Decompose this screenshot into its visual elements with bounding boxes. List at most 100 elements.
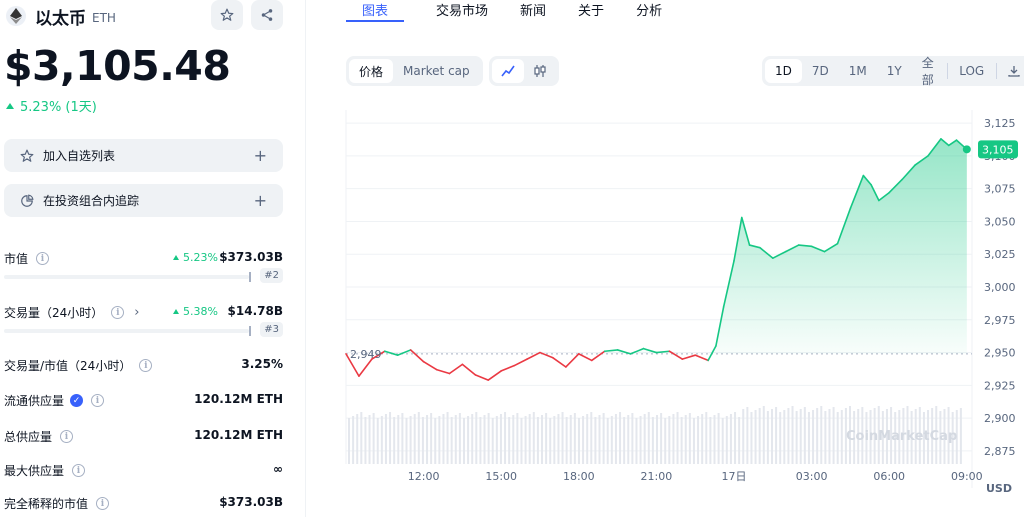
volume-bar bbox=[512, 415, 515, 464]
price-line-segment bbox=[422, 360, 438, 371]
ethereum-icon bbox=[6, 6, 26, 26]
price-chart-svg: CoinMarketCap 2,875 2,900 2,925 2,950 2,975 3… bbox=[345, 110, 1018, 495]
range-1m[interactable]: 1M bbox=[848, 64, 867, 78]
chevron-right-icon[interactable]: › bbox=[134, 305, 140, 320]
watchlist-star-button[interactable] bbox=[211, 0, 243, 30]
volume-bar bbox=[467, 416, 470, 464]
volume-bar bbox=[598, 415, 601, 464]
volume-bar bbox=[446, 412, 449, 464]
pie-chart-icon bbox=[21, 194, 34, 207]
price-line-segment bbox=[539, 351, 554, 359]
info-icon[interactable]: i bbox=[139, 359, 153, 372]
volume-bar bbox=[844, 408, 847, 464]
stat-volume: 交易量（24小时） i › 5.38% $14.78B #3 bbox=[4, 304, 283, 338]
volume-bar bbox=[421, 417, 424, 464]
volume-bar bbox=[791, 406, 794, 464]
price-chart[interactable]: CoinMarketCap 2,875 2,900 2,925 2,950 2,975 3… bbox=[306, 90, 1024, 517]
line-chart-icon bbox=[501, 65, 515, 77]
volume-bar bbox=[754, 410, 757, 464]
volume-bar bbox=[565, 417, 568, 464]
price-line-segment bbox=[759, 246, 774, 259]
verified-icon: ✓ bbox=[70, 394, 84, 407]
range-all[interactable]: 全部 bbox=[921, 56, 934, 87]
volume-bar bbox=[676, 412, 679, 464]
stat-label: 市值 i bbox=[4, 250, 50, 267]
toggle-price[interactable]: 价格 bbox=[349, 59, 394, 83]
volume-bar bbox=[393, 417, 396, 464]
stat-label: 交易量（24小时） i › bbox=[4, 305, 140, 320]
volume-bar bbox=[639, 416, 642, 464]
current-price-dot bbox=[962, 145, 971, 154]
y-tick-label: 3,075 bbox=[984, 183, 1016, 196]
tab-chart[interactable]: 图表 bbox=[346, 0, 405, 22]
x-tick-label: 17日 bbox=[722, 470, 747, 483]
price-line-segment bbox=[552, 356, 567, 368]
stat-change: 5.38% bbox=[173, 305, 218, 318]
volume-bar bbox=[766, 411, 769, 464]
volume-bar bbox=[409, 416, 412, 464]
volume-bar bbox=[865, 412, 868, 464]
volume-bar bbox=[660, 413, 663, 464]
price-line-segment bbox=[733, 216, 743, 262]
price-line-segment bbox=[901, 164, 916, 181]
volume-bar bbox=[877, 406, 880, 464]
range-1d[interactable]: 1D bbox=[765, 59, 802, 83]
volume-bar bbox=[692, 418, 695, 464]
volume-bar bbox=[750, 412, 753, 464]
range-7d[interactable]: 7D bbox=[811, 64, 829, 78]
tab-analysis[interactable]: 分析 bbox=[636, 4, 663, 19]
info-icon[interactable]: i bbox=[60, 430, 74, 443]
price-line-segment bbox=[740, 216, 751, 246]
stat-label: 交易量/市值（24小时） i bbox=[4, 357, 153, 374]
volume-bar bbox=[672, 414, 675, 464]
price-line-segment bbox=[655, 350, 671, 354]
x-tick-label: 12:00 bbox=[408, 470, 440, 483]
info-icon[interactable]: i bbox=[91, 394, 105, 407]
volume-bar bbox=[462, 418, 465, 464]
volume-bar bbox=[397, 415, 400, 464]
download-icon bbox=[1008, 66, 1020, 77]
volume-bar bbox=[725, 416, 728, 464]
price-line-segment bbox=[823, 242, 839, 253]
volume-bar bbox=[582, 416, 585, 464]
tab-markets[interactable]: 交易市场 bbox=[436, 4, 489, 19]
info-icon[interactable]: i bbox=[111, 306, 125, 319]
track-in-portfolio-button[interactable]: 在投资组合内追踪 + bbox=[4, 184, 283, 217]
stat-value: ∞ bbox=[273, 462, 283, 476]
toggle-market-cap[interactable]: Market cap bbox=[403, 64, 470, 78]
volume-bar bbox=[372, 413, 375, 464]
volume-bar bbox=[881, 411, 884, 464]
volume-bar bbox=[927, 410, 930, 464]
stat-label: 流通供应量 ✓ i bbox=[4, 392, 105, 409]
volume-bar bbox=[557, 414, 560, 464]
price-line-segment bbox=[870, 183, 880, 202]
volume-bar bbox=[762, 406, 765, 464]
share-button[interactable] bbox=[251, 0, 283, 30]
tab-news[interactable]: 新闻 bbox=[520, 4, 547, 19]
price-line-segment bbox=[849, 174, 865, 210]
volume-bar bbox=[931, 408, 934, 464]
stat-market-cap: 市值 i 5.23% $373.03B #2 bbox=[4, 250, 283, 284]
candlestick-button[interactable] bbox=[524, 59, 556, 83]
stat-value: 120.12M ETH bbox=[194, 392, 283, 406]
market-cap-progress-bar bbox=[4, 272, 251, 282]
price-line-segment bbox=[526, 351, 541, 360]
info-icon[interactable]: i bbox=[36, 252, 50, 265]
coin-symbol: ETH bbox=[92, 10, 116, 25]
volume-bar bbox=[918, 407, 921, 464]
volume-bar bbox=[631, 413, 634, 464]
add-to-watchlist-button[interactable]: 加入自选列表 + bbox=[4, 139, 283, 172]
line-chart-button[interactable] bbox=[492, 59, 524, 83]
log-scale-button[interactable]: LOG bbox=[959, 64, 985, 78]
volume-bar bbox=[458, 413, 461, 464]
volume-bar bbox=[536, 417, 539, 464]
range-1y[interactable]: 1Y bbox=[886, 64, 902, 78]
tab-about[interactable]: 关于 bbox=[578, 4, 605, 19]
add-to-watchlist-label: 加入自选列表 bbox=[43, 149, 116, 163]
info-icon[interactable]: i bbox=[72, 464, 86, 477]
download-button[interactable] bbox=[999, 59, 1024, 83]
volume-bar bbox=[495, 416, 498, 464]
info-icon[interactable]: i bbox=[96, 497, 110, 510]
price-line-segment bbox=[914, 155, 929, 166]
price-marketcap-toggle: 价格 Market cap bbox=[346, 56, 483, 86]
